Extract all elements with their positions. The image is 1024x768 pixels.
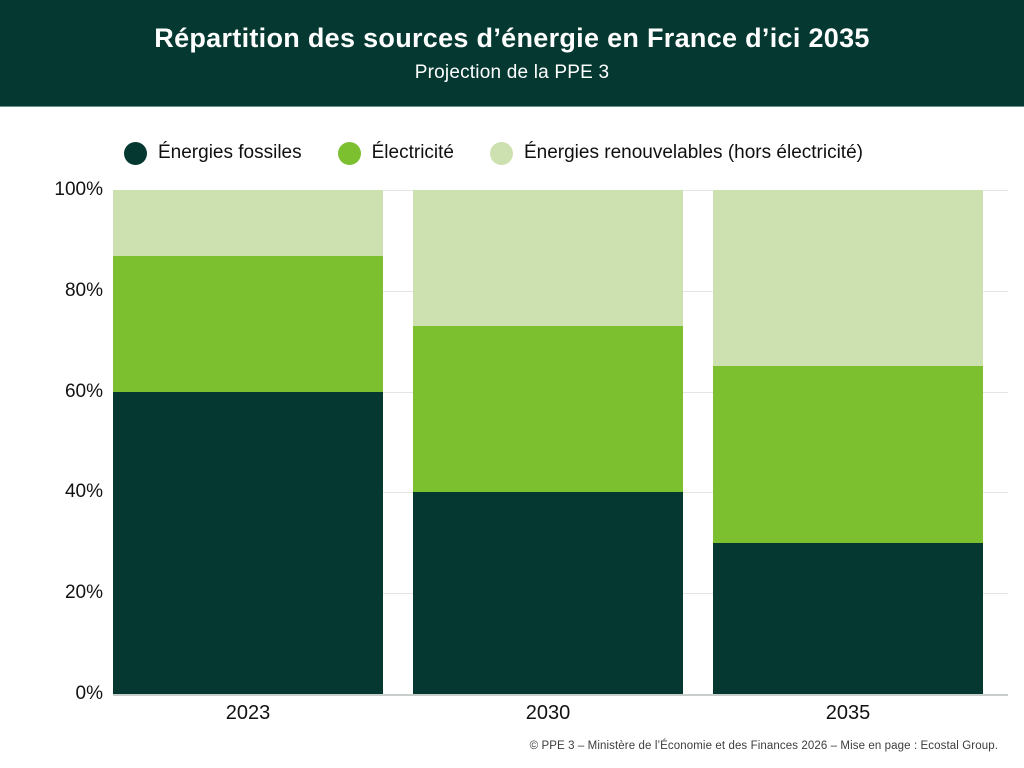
bar-segment: [113, 391, 383, 694]
y-tick-label: 60%: [64, 380, 103, 402]
y-tick-label: 100%: [54, 179, 103, 200]
bar-segment: [713, 190, 983, 367]
legend-label: Énergies fossiles: [158, 142, 302, 163]
x-tick-label: 2035: [825, 702, 871, 724]
page-title: Répartition des sources d’énergie en Fra…: [154, 22, 870, 53]
bar-segment: [713, 542, 983, 694]
bar-segment: [413, 190, 683, 327]
legend-item: Électricité: [337, 141, 454, 165]
y-tick-label: 20%: [64, 582, 103, 604]
bar-2030: [413, 190, 683, 694]
bar-segment: [713, 366, 983, 543]
y-tick-label: 0%: [75, 683, 103, 704]
bar-segment: [413, 492, 683, 694]
legend-item: Énergies renouvelables (hors électricité…: [489, 141, 863, 165]
page-subtitle: Projection de la PPE 3: [414, 61, 610, 83]
y-tick-label: 80%: [64, 279, 103, 301]
legend-label: Énergies renouvelables (hors électricité…: [523, 142, 863, 163]
y-axis: 100% 80% 60% 40% 20% 0%: [30, 179, 103, 704]
legend-swatch-icon: [337, 141, 361, 165]
legend: Énergies fossiles Électricité Énergies ren…: [124, 139, 863, 167]
legend-swatch-icon: [489, 141, 513, 165]
bar-2023: [113, 190, 383, 694]
bar-segment: [113, 190, 383, 256]
x-tick-label: 2023: [225, 702, 271, 724]
y-tick-label: 40%: [64, 481, 103, 503]
chart-header: Répartition des sources d’énergie en Fra…: [0, 0, 1024, 107]
legend-item: Énergies fossiles: [124, 141, 302, 165]
bar-2035: [713, 190, 983, 694]
bar-segment: [113, 255, 383, 392]
footer-credit: © PPE 3 – Ministère de l’Économie et des…: [529, 740, 998, 752]
plot-area: [113, 190, 1008, 696]
bar-segment: [413, 326, 683, 493]
x-axis: 2023 2030 2035: [113, 702, 983, 730]
x-tick-label: 2030: [525, 702, 571, 724]
x-axis-line: [113, 694, 1008, 696]
legend-swatch-icon: [124, 141, 147, 165]
legend-label: Électricité: [371, 142, 454, 163]
